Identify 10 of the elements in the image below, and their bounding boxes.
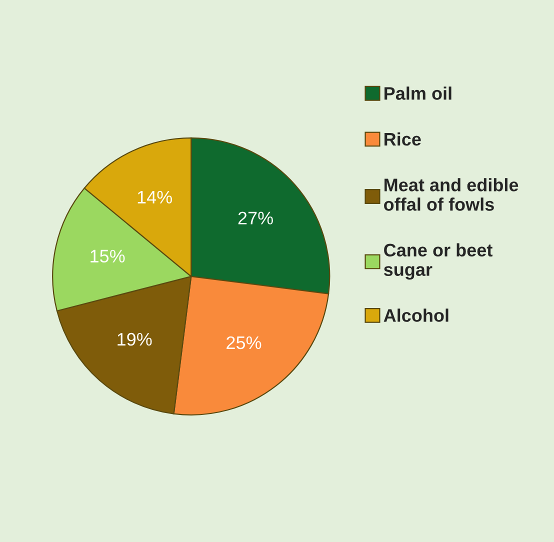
data-label: 14% bbox=[138, 190, 172, 204]
legend-label: Palm oil bbox=[384, 86, 452, 100]
legend-label: Meat and edible offal of fowls bbox=[384, 178, 518, 211]
legend-label: Alcohol bbox=[384, 308, 448, 322]
data-label: 27% bbox=[238, 212, 273, 224]
legend-label: Cane or beet sugar bbox=[384, 243, 492, 280]
data-label: 25% bbox=[226, 336, 262, 350]
data-label: 19% bbox=[118, 332, 152, 346]
legend-label: Rice bbox=[384, 132, 421, 146]
data-label: 15% bbox=[90, 250, 125, 263]
